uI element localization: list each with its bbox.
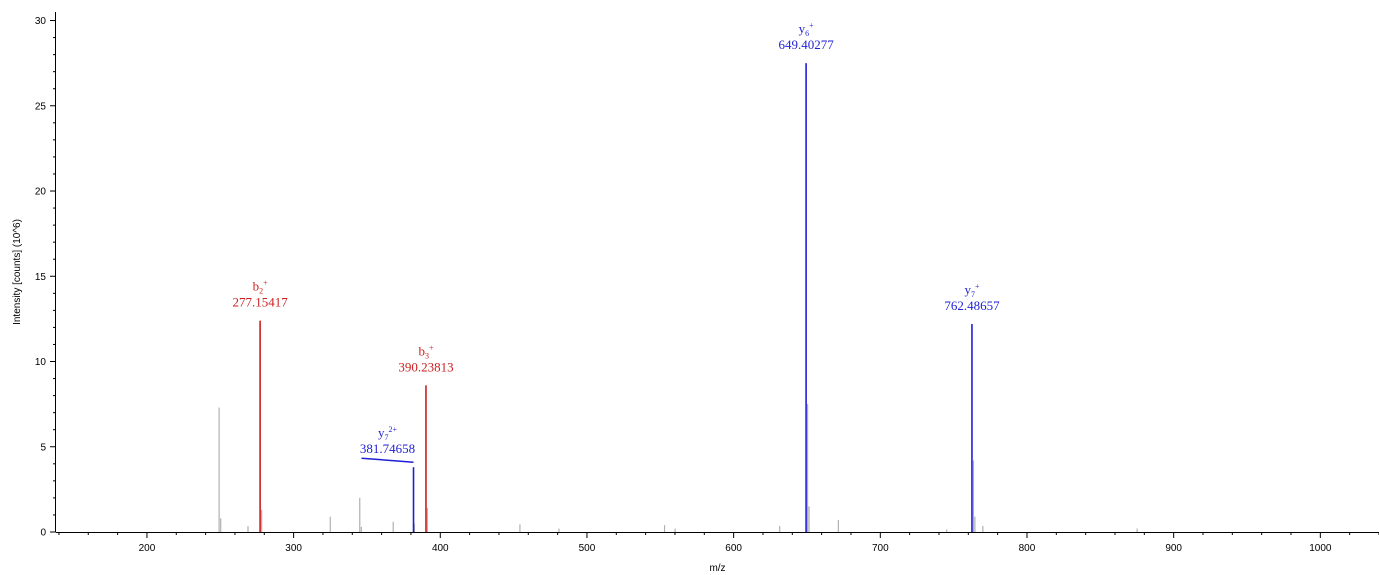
peak-labels: b2+277.15417 b3+390.23813 y72+381.74658 y6+… — [232, 21, 1000, 463]
x-tick-label: 300 — [285, 543, 302, 554]
peak-ion-label: y7+ — [964, 282, 980, 299]
x-axis-ticks: 200 300 400 500 600 700 800 900 1000 — [58, 532, 1379, 554]
plot-area: b2+277.15417 b3+390.23813 y72+381.74658 y6+… — [218, 21, 1138, 532]
x-axis-label: m/z — [709, 563, 725, 574]
x-tick-label: 900 — [1165, 543, 1182, 554]
y-axis-ticks: 0 5 10 15 20 25 30 — [35, 16, 56, 539]
x-tick-label: 500 — [579, 543, 596, 554]
peak-mz-label: 381.74658 — [360, 441, 415, 456]
unassigned-peaks — [218, 404, 1138, 532]
y-axis-label: Intensity [counts] (10^6) — [12, 219, 23, 325]
peak-mz-label: 762.48657 — [944, 298, 1000, 313]
label-connector — [361, 457, 414, 463]
x-tick-label: 600 — [725, 543, 742, 554]
peak-mz-label: 649.40277 — [778, 37, 834, 52]
annotated-peaks — [259, 63, 973, 532]
y-tick-label: 5 — [40, 442, 46, 453]
x-tick-label: 700 — [872, 543, 889, 554]
peak-ion-label: y72+ — [378, 425, 398, 442]
x-tick-label: 200 — [139, 543, 156, 554]
x-tick-label: 800 — [1019, 543, 1036, 554]
peak-mz-label: 277.15417 — [232, 295, 288, 310]
peak-ion-label: b3+ — [418, 343, 434, 360]
peak-ion-label: b2+ — [253, 279, 269, 296]
y-tick-label: 20 — [35, 187, 47, 198]
peak-mz-label: 390.23813 — [398, 359, 453, 374]
y-tick-label: 15 — [35, 272, 47, 283]
x-tick-label: 400 — [432, 543, 449, 554]
y-tick-label: 10 — [35, 357, 47, 368]
x-tick-label: 1000 — [1309, 543, 1332, 554]
y-tick-label: 0 — [40, 528, 46, 539]
y-tick-label: 30 — [35, 16, 47, 27]
y-tick-label: 25 — [35, 101, 47, 112]
peak-ion-label: y6+ — [799, 21, 815, 38]
